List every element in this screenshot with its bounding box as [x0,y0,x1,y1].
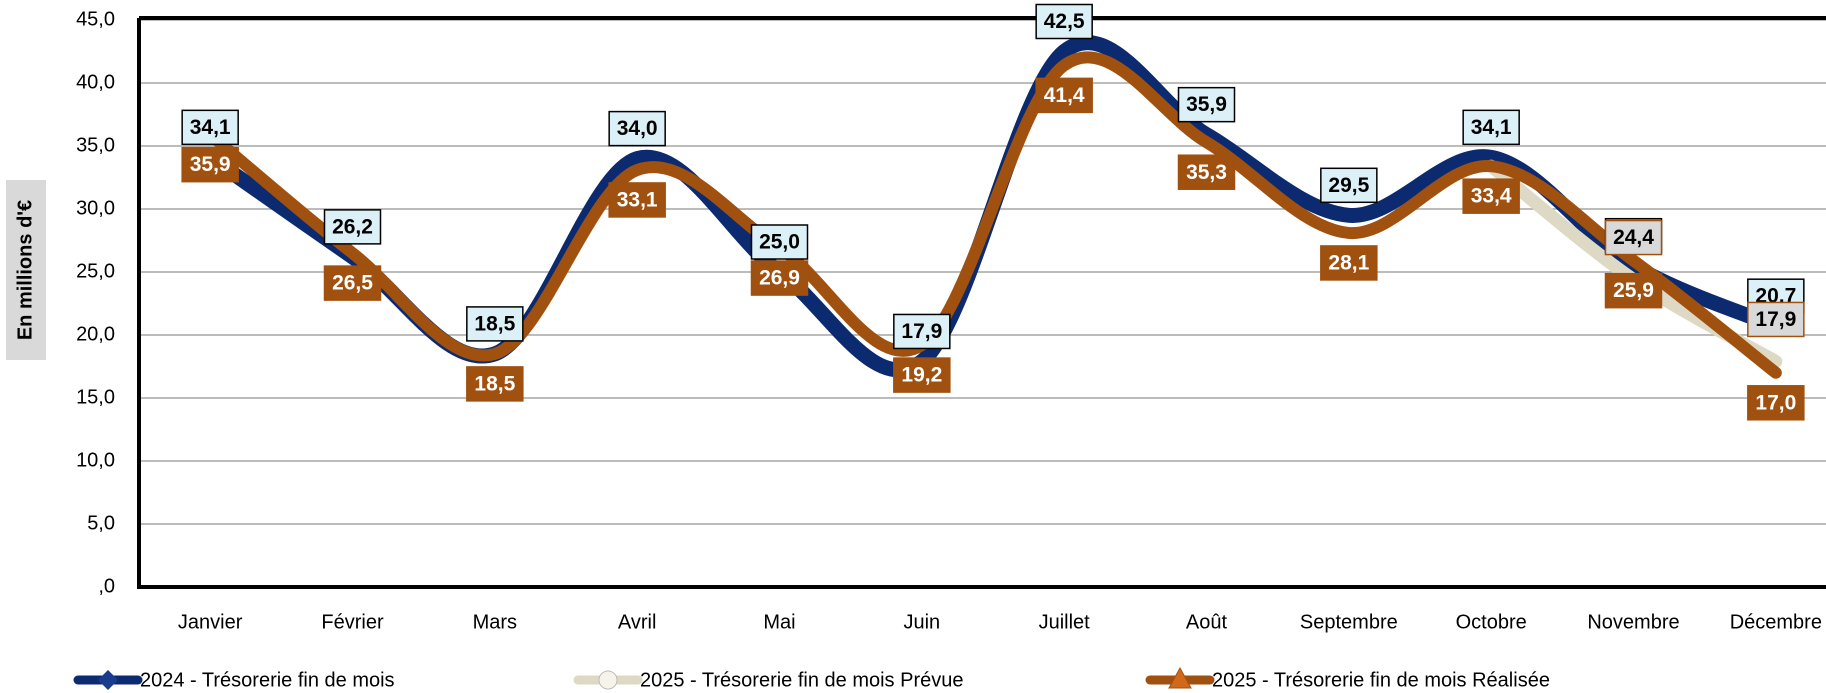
data-label: 17,0 [1755,391,1796,414]
data-label: 25,0 [759,231,800,254]
data-label-box [893,313,951,350]
data-label-box [1320,245,1378,281]
data-label: 41,4 [1044,84,1085,107]
legend-marker [98,670,118,690]
data-label-box [181,146,239,183]
y-tick-label: 40,0 [76,71,115,93]
legend-marker [598,670,618,690]
data-label: 26,9 [759,267,800,290]
data-label-box [1035,77,1093,114]
data-label: 19,2 [901,364,942,387]
data-label-box [1747,385,1805,421]
x-tick-label: Juin [903,611,940,633]
data-label-box [323,265,382,301]
x-tick-label: Juillet [1039,611,1091,633]
legend-label: 2024 - Trésorerie fin de mois [140,669,395,691]
data-label: 35,9 [1186,93,1227,116]
data-label-box [1462,109,1520,146]
data-label-box [181,109,239,146]
y-tick-label: 20,0 [76,323,115,345]
data-label-box [750,224,809,260]
data-label-box [1604,272,1663,309]
y-tick-label: 15,0 [76,386,115,408]
data-label: 34,1 [1471,116,1512,139]
data-label: 25,9 [1613,279,1654,302]
data-label-box [608,182,666,218]
x-tick-label: Septembre [1300,611,1398,633]
y-tick-label: 35,0 [76,134,115,156]
data-label: 17,9 [1755,308,1796,331]
x-tick-label: Février [321,611,384,633]
data-label: 18,5 [474,372,515,395]
y-label-box [6,180,46,360]
data-label: 26,2 [332,215,373,238]
x-tick-label: Août [1186,611,1228,633]
y-tick-label: ,0 [98,575,115,597]
data-label: 33,1 [617,188,658,211]
data-label-box [323,209,382,245]
data-label-box [1462,178,1520,214]
legend-label: 2025 - Trésorerie fin de mois Prévue [640,669,964,691]
x-tick-label: Mai [763,611,795,633]
x-tick-label: Janvier [178,611,243,633]
data-label-box [608,110,666,147]
data-label-box [1604,219,1663,256]
x-tick-label: Novembre [1587,611,1679,633]
data-label-box [1320,167,1378,204]
data-label: 34,1 [190,116,231,139]
x-tick-label: Décembre [1730,611,1822,633]
y-tick-label: 10,0 [76,449,115,471]
data-label: 24,4 [1613,226,1654,249]
data-label-box [1035,3,1093,40]
data-label: 42,5 [1044,10,1085,33]
x-tick-label: Mars [473,611,517,633]
data-label-box [1177,86,1236,123]
data-label: 17,9 [901,320,942,343]
series-line [204,51,1782,379]
y-tick-label: 30,0 [76,197,115,219]
data-label-box [1177,154,1236,190]
data-label: 35,9 [190,153,231,176]
x-tick-label: Octobre [1456,611,1527,633]
data-label: 28,1 [1328,251,1369,274]
y-tick-label: 25,0 [76,260,115,282]
x-tick-label: Avril [618,611,657,633]
legend-marker [1168,666,1192,689]
y-axis-label: En millions d'€ [14,200,36,340]
data-label-box [466,306,524,342]
data-label: 18,5 [474,312,515,335]
data-label: 33,4 [1471,185,1512,208]
data-label: 35,3 [1186,161,1227,184]
data-label-box [750,260,809,296]
legend-label: 2025 - Trésorerie fin de mois Réalisée [1212,669,1550,691]
data-label: 26,5 [332,272,373,295]
data-label-box [1747,301,1805,338]
data-label: 34,0 [617,117,658,140]
data-label: 29,5 [1328,174,1369,197]
y-tick-label: 45,0 [76,8,115,30]
data-label-box [466,366,524,402]
y-tick-label: 5,0 [87,512,115,534]
data-label-box [893,357,951,393]
